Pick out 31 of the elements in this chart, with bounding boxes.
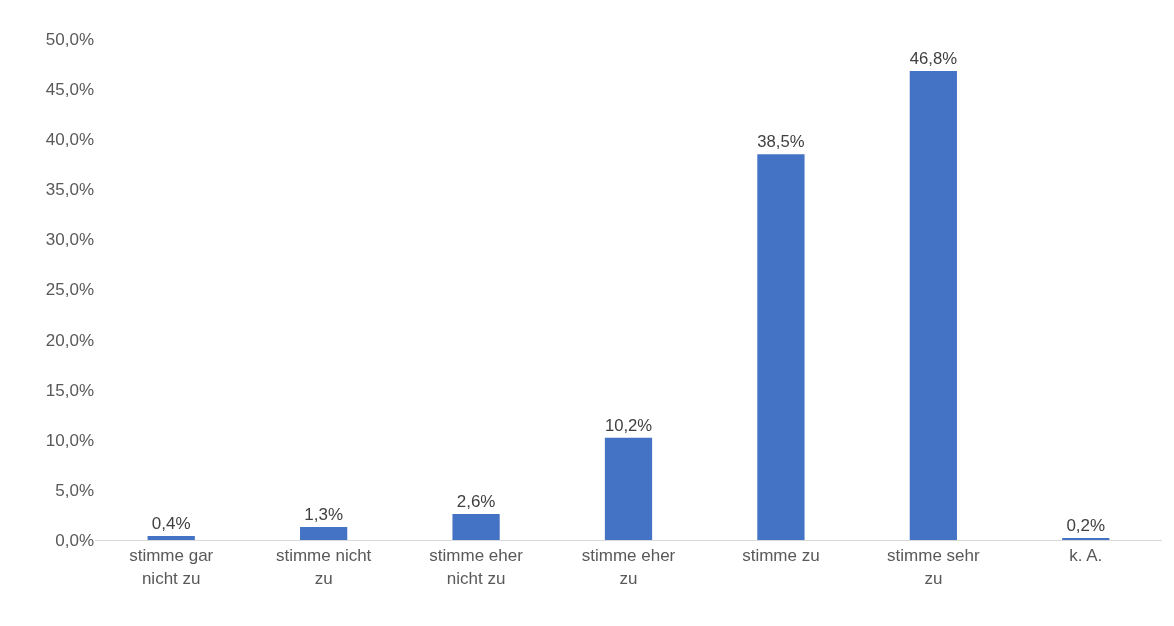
- data-label: 2,6%: [456, 491, 496, 511]
- bar: [300, 526, 348, 540]
- data-label: 10,2%: [604, 415, 653, 435]
- y-tick-label: 10,0%: [45, 430, 94, 450]
- bar: [147, 535, 195, 540]
- data-label: 0,2%: [1066, 516, 1106, 535]
- y-tick-label: 5,0%: [55, 480, 94, 500]
- data-label: 46,8%: [909, 49, 958, 69]
- y-tick-label: 15,0%: [45, 380, 94, 400]
- y-tick-label: 20,0%: [45, 330, 94, 350]
- y-tick-label: 40,0%: [45, 130, 94, 150]
- x-tick-label: k. A.: [1069, 546, 1103, 566]
- y-tick-label: 45,0%: [45, 80, 94, 100]
- data-label: 0,4%: [151, 513, 191, 533]
- bar: [757, 154, 805, 540]
- bar: [909, 71, 957, 540]
- bar: [452, 513, 500, 540]
- x-tick-label: stimme nicht zu: [275, 546, 372, 588]
- y-tick-label: 30,0%: [45, 230, 94, 250]
- y-tick-label: 0,0%: [55, 530, 94, 550]
- x-tick-label: stimme gar nicht zu: [129, 546, 214, 588]
- x-tick-label: stimme zu: [742, 546, 820, 566]
- y-tick-label: 25,0%: [45, 280, 94, 300]
- x-tick-label: stimme eher nicht zu: [429, 546, 524, 588]
- data-label: 1,3%: [304, 504, 344, 524]
- data-label: 38,5%: [757, 132, 805, 152]
- x-tick-label: stimme sehr zu: [887, 546, 980, 588]
- y-tick-label: 50,0%: [45, 29, 94, 49]
- bar: [604, 437, 653, 540]
- y-tick-label: 35,0%: [45, 180, 94, 200]
- x-tick-label: stimme eher zu: [581, 546, 676, 588]
